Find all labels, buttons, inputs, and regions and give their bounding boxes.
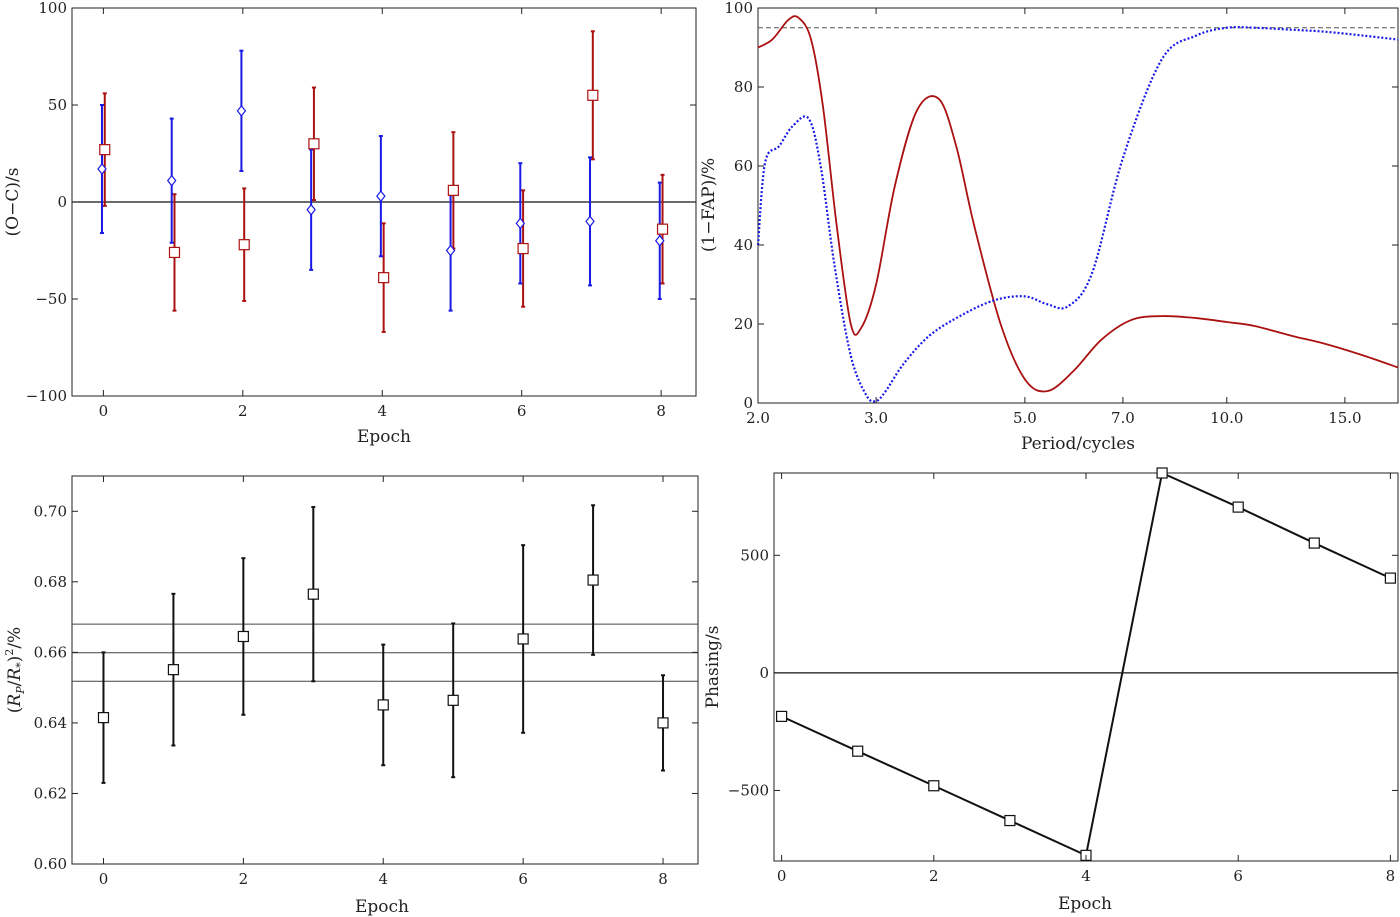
phasing-point [1004, 814, 1016, 827]
phasing-y-axis-label: Phasing/s [703, 626, 723, 709]
panel-phasing: 0 2 4 6 8 −500 0 500 Epoch Phasing/s [703, 467, 1399, 914]
depth-point [307, 588, 319, 600]
panel-depth: 0 2 4 6 8 0.60 0.62 0.64 0.66 0.68 0.70 Epoch (RP/… [3, 475, 699, 917]
oc-y-axis-label: (O−C)/s [3, 168, 23, 237]
oc-point [517, 242, 529, 255]
phasing-point [1308, 537, 1320, 549]
oc-point [376, 190, 386, 203]
oc-y-tick-label: −100 [26, 387, 67, 405]
depth-y-tick-label: 0.66 [34, 643, 67, 661]
oc-point [447, 184, 459, 196]
depth-point [447, 694, 459, 706]
phasing-x-tick-label: 0 [777, 867, 787, 885]
fap-y-tick-label: 20 [734, 315, 753, 333]
fap-plot-frame [757, 7, 1399, 404]
depth-y-axis-label: (RP/R*)2/% [3, 627, 27, 713]
fap-y-tick-label: 0 [743, 394, 753, 412]
depth-y-tick-label: 0.64 [34, 714, 67, 732]
depth-x-tick-label: 8 [658, 870, 668, 888]
oc-point [168, 246, 181, 259]
oc-y-tick-label: 0 [57, 193, 67, 211]
oc-point [515, 217, 526, 230]
fap-x-tick-label: 7.0 [1111, 409, 1135, 427]
oc-x-tick-label: 2 [238, 402, 248, 420]
fap-x-tick-label: 3.0 [864, 409, 888, 427]
phasing-x-tick-label: 2 [929, 867, 939, 885]
depth-y-tick-label: 0.60 [34, 855, 67, 873]
phasing-point [928, 780, 940, 792]
oc-point [587, 89, 599, 101]
fap-y-tick-label: 60 [734, 157, 753, 175]
oc-point [238, 239, 250, 251]
oc-x-tick-label: 4 [377, 402, 387, 420]
phasing-point [1156, 467, 1168, 479]
depth-plot-frame [71, 475, 699, 865]
fap-y-tick-label: 80 [734, 78, 753, 96]
phasing-y-tick-label: −500 [728, 781, 769, 799]
oc-point [97, 163, 107, 175]
phasing-x-tick-label: 4 [1081, 867, 1091, 885]
depth-x-tick-label: 0 [99, 870, 109, 888]
fap-y-tick-label: 100 [724, 0, 753, 17]
depth-point [587, 574, 599, 586]
panel-oc: 0 2 4 6 8 −100 −50 0 50 100 Epoch (O−C)/s [3, 0, 697, 447]
phasing-point [1384, 572, 1396, 584]
phasing-x-tick-label: 6 [1233, 867, 1243, 885]
oc-point [236, 104, 247, 117]
oc-point [166, 174, 177, 187]
fap-x-tick-label: 10.0 [1210, 409, 1243, 427]
oc-x-axis-label: Epoch [357, 427, 411, 447]
oc-x-tick-label: 8 [656, 402, 666, 420]
fap-x-tick-label: 2.0 [746, 409, 770, 427]
fap-y-tick-label: 40 [734, 236, 753, 254]
depth-x-tick-label: 6 [518, 870, 528, 888]
depth-point [517, 633, 529, 645]
oc-x-tick-label: 6 [517, 402, 527, 420]
depth-y-tick-label: 0.62 [34, 784, 67, 802]
depth-point [377, 699, 389, 711]
oc-y-tick-label: −50 [35, 290, 67, 308]
oc-point [656, 223, 669, 235]
phasing-point [776, 710, 788, 722]
phasing-point [1232, 501, 1244, 513]
phasing-point [852, 745, 864, 757]
oc-y-tick-label: 50 [48, 96, 67, 114]
fap-x-axis-label: Period/cycles [1021, 434, 1135, 454]
depth-point [237, 630, 249, 643]
panel-fap: 2.0 3.0 5.0 7.0 10.0 15.0 0 20 40 60 80 100 Period/… [699, 0, 1399, 454]
depth-x-tick-label: 2 [239, 870, 249, 888]
depth-point [657, 717, 669, 729]
phasing-y-tick-label: 0 [759, 664, 769, 682]
depth-x-axis-label: Epoch [355, 897, 409, 917]
depth-point [97, 712, 110, 724]
oc-point [585, 215, 595, 228]
depth-y-tick-label: 0.70 [34, 502, 67, 520]
fap-red-curve [757, 15, 1399, 393]
depth-y-tick-label: 0.68 [34, 573, 67, 591]
depth-point [167, 664, 180, 676]
oc-point [445, 244, 456, 257]
oc-point [306, 203, 316, 216]
fap-x-tick-label: 15.0 [1328, 409, 1361, 427]
depth-x-tick-label: 4 [378, 870, 388, 888]
phasing-plot-frame [773, 472, 1399, 862]
fap-y-axis-label: (1−FAP)/% [699, 158, 719, 252]
oc-point [654, 234, 665, 247]
phasing-y-tick-label: 500 [740, 546, 769, 564]
oc-x-tick-label: 0 [99, 402, 109, 420]
oc-point [308, 138, 320, 150]
fap-blue-curve [756, 25, 1399, 403]
phasing-x-tick-label: 8 [1386, 867, 1396, 885]
phasing-x-axis-label: Epoch [1058, 894, 1112, 914]
oc-point [99, 144, 111, 156]
phasing-line [781, 471, 1391, 857]
oc-y-tick-label: 100 [38, 0, 67, 17]
fap-x-tick-label: 5.0 [1013, 409, 1037, 427]
oc-point [378, 272, 390, 284]
